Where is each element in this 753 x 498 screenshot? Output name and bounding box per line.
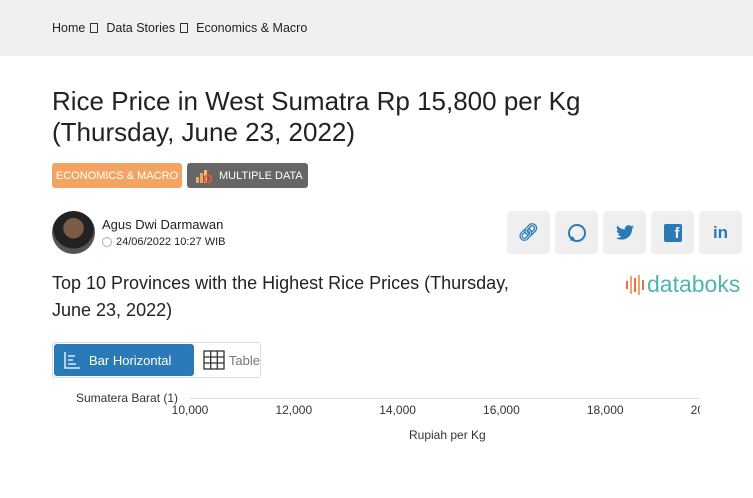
tab-bar-label: Bar Horizontal: [89, 352, 172, 368]
chart-search-icon: [196, 169, 213, 183]
bar-chart-icon: [64, 352, 80, 369]
twitter-share-button[interactable]: [603, 211, 646, 254]
tab-table-label: Table: [228, 352, 260, 368]
x-axis-title: Rupiah per Kg: [409, 428, 486, 442]
x-tick-label: 20,000: [690, 403, 700, 417]
breadcrumb-category[interactable]: Economics & Macro: [196, 21, 308, 35]
date-text: 24/06/2022 10:27 WIB: [116, 236, 226, 248]
tab-bar-horizontal[interactable]: Bar Horizontal: [54, 344, 194, 376]
author-name[interactable]: Agus Dwi Darmawan: [102, 217, 224, 232]
breadcrumb: Home Data Stories Economics & Macro: [0, 0, 753, 56]
tab-table[interactable]: Table: [195, 343, 260, 377]
x-tick-label: 16,000: [483, 403, 520, 417]
separator-icon: [180, 23, 189, 33]
logo-text: databoks: [647, 271, 741, 297]
facebook-icon: f: [663, 223, 682, 242]
copy-link-button[interactable]: 🔗︎: [507, 211, 550, 254]
avatar[interactable]: [52, 211, 95, 254]
linkedin-share-button[interactable]: in: [699, 211, 742, 254]
logo-bars-icon: [626, 274, 644, 295]
breadcrumb-data-stories[interactable]: Data Stories: [106, 21, 176, 35]
linkedin-icon: in: [712, 222, 729, 242]
link-icon: 🔗︎: [517, 222, 540, 242]
x-tick-label: 10,000: [171, 403, 209, 417]
twitter-icon: [615, 225, 634, 240]
databoks-logo[interactable]: databoks: [626, 271, 740, 298]
publish-date: 24/06/2022 10:27 WIB: [102, 236, 225, 248]
separator-icon: [90, 23, 99, 33]
breadcrumb-home[interactable]: Home: [52, 21, 86, 35]
view-tabs: Bar Horizontal Table: [52, 342, 261, 378]
category-badge[interactable]: ECONOMICS & MACRO: [52, 163, 182, 188]
clock-icon: [102, 237, 112, 247]
page-title: Rice Price in West Sumatra Rp 15,800 per…: [52, 86, 581, 147]
whatsapp-icon: [567, 223, 586, 242]
x-tick-label: 12,000: [275, 403, 313, 417]
table-icon: [203, 350, 225, 370]
x-axis-gridline: [190, 398, 700, 399]
multiple-data-label: MULTIPLE DATA: [219, 169, 303, 182]
whatsapp-share-button[interactable]: [555, 211, 598, 254]
chart-title: Top 10 Provinces with the Highest Rice P…: [52, 273, 509, 320]
multiple-data-badge[interactable]: MULTIPLE DATA: [187, 163, 308, 188]
x-tick-label: 18,000: [586, 403, 624, 417]
facebook-share-button[interactable]: f: [651, 211, 694, 254]
category-label: Sumatera Barat (1): [76, 391, 179, 405]
x-tick-label: 14,000: [379, 403, 416, 417]
